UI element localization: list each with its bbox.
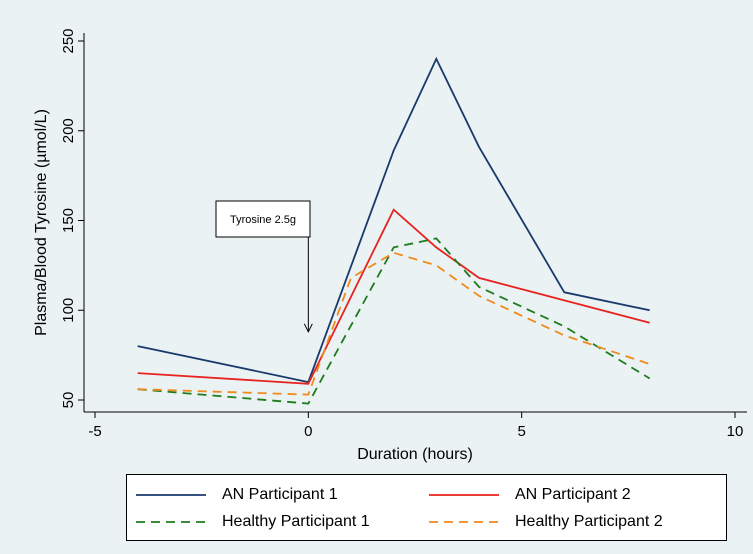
legend-swatch — [136, 521, 206, 523]
y-tick-label: 150 — [60, 208, 77, 233]
x-tick-label: 0 — [304, 423, 312, 440]
legend-item: Healthy Participant 2 — [429, 512, 663, 532]
y-axis-title: Plasma/Blood Tyrosine (µmol/L) — [33, 109, 50, 336]
legend-swatch — [136, 494, 206, 496]
y-tick-label: 250 — [60, 28, 77, 53]
legend-item: Healthy Participant 1 — [136, 512, 370, 532]
legend-label: Healthy Participant 1 — [222, 513, 370, 530]
annotation-box — [215, 200, 311, 238]
chart-axes: -5 0 5 10 50 100 150 200 250 — [60, 28, 747, 440]
annotation: Tyrosine 2.5g — [215, 200, 313, 333]
legend-item: AN Participant 2 — [429, 485, 631, 505]
y-tick-label: 100 — [60, 298, 77, 323]
series-group — [137, 56, 651, 405]
y-tick-label: 200 — [60, 118, 77, 143]
legend: AN Participant 1 AN Participant 2 Healthy … — [126, 474, 727, 541]
legend-item: AN Participant 1 — [136, 485, 338, 505]
x-axis-title: Duration (hours) — [357, 446, 473, 463]
legend-label: Healthy Participant 2 — [515, 513, 663, 530]
x-tick-label: -5 — [88, 423, 101, 440]
series-line-1 — [137, 56, 650, 384]
x-tick-label: 10 — [727, 423, 744, 440]
legend-label: AN Participant 1 — [222, 486, 338, 503]
series-line-4 — [137, 251, 650, 396]
x-tick-label: 5 — [517, 423, 525, 440]
annotation-arrowhead — [303, 323, 313, 333]
series-line-2 — [137, 208, 650, 385]
legend-swatch — [429, 521, 499, 523]
series-line-3 — [137, 237, 651, 405]
legend-label: AN Participant 2 — [515, 486, 631, 503]
y-tick-label: 50 — [60, 392, 77, 409]
annotation-label: Tyrosine 2.5g — [230, 214, 296, 226]
legend-swatch — [429, 494, 499, 496]
